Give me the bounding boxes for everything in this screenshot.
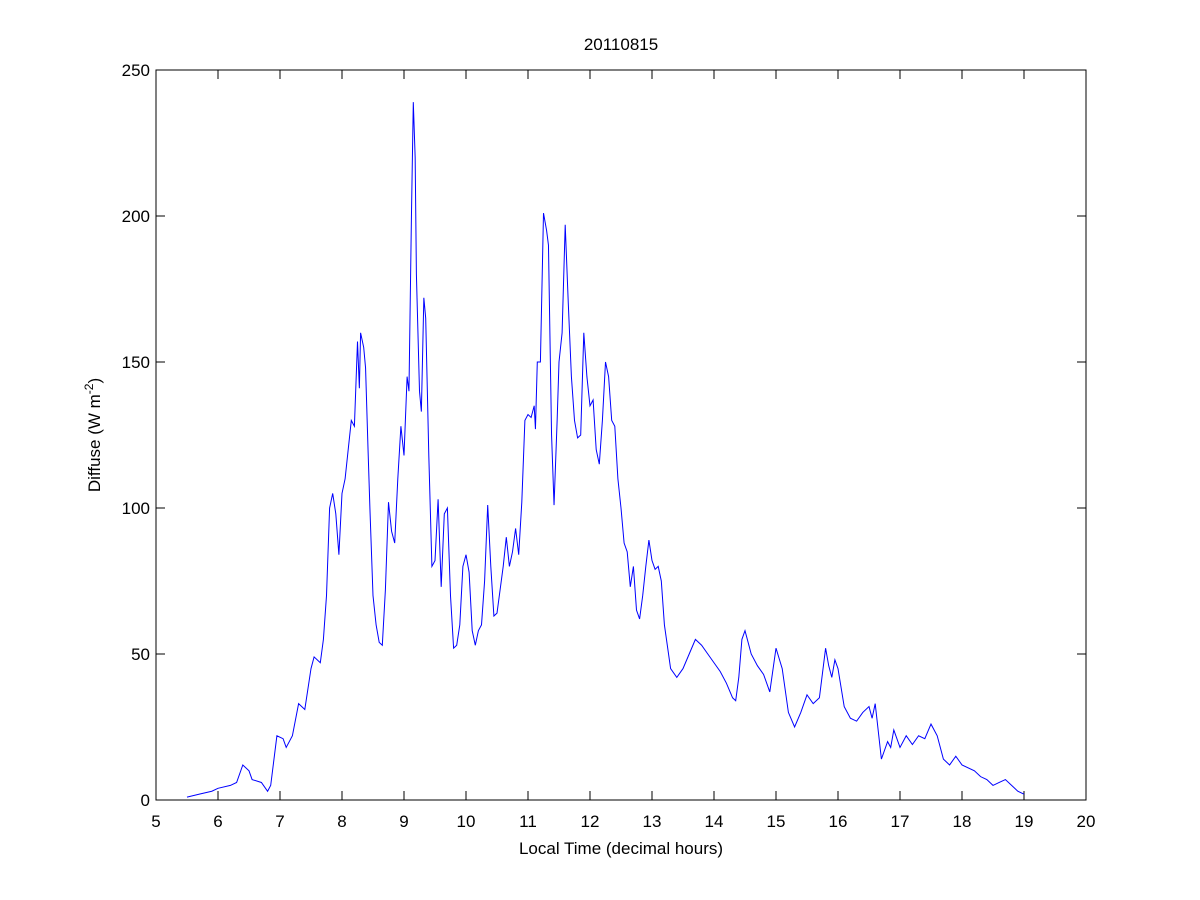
x-tick-label: 13 xyxy=(643,812,662,831)
y-label-end: ) xyxy=(85,378,104,384)
data-line xyxy=(186,102,1025,798)
y-tick-label: 150 xyxy=(122,353,150,372)
x-tick-label: 11 xyxy=(519,812,537,831)
x-tick-label: 14 xyxy=(705,812,724,831)
x-tick-label: 18 xyxy=(953,812,972,831)
x-tick-label: 6 xyxy=(213,812,222,831)
y-tick-label: 200 xyxy=(122,207,150,226)
axes-box xyxy=(155,69,1087,801)
x-tick-label: 10 xyxy=(457,812,476,831)
x-tick-label: 7 xyxy=(275,812,284,831)
x-tick-label: 16 xyxy=(829,812,848,831)
x-tick-label: 8 xyxy=(337,812,346,831)
x-tick-label: 17 xyxy=(891,812,910,831)
chart-title: 20110815 xyxy=(584,35,658,54)
x-tick-label: 19 xyxy=(1015,812,1034,831)
y-axis-label: Diffuse (W m-2) xyxy=(82,378,104,492)
y-tick-label: 250 xyxy=(122,61,150,80)
x-tick-label: 20 xyxy=(1077,812,1096,831)
y-tick-label: 0 xyxy=(141,791,150,810)
y-label-exponent: -2 xyxy=(82,383,96,394)
y-label-text: Diffuse (W m xyxy=(85,394,104,492)
x-tick-label: 15 xyxy=(767,812,786,831)
y-tick-label: 100 xyxy=(122,499,150,518)
x-tick-label: 5 xyxy=(151,812,160,831)
x-axis-label: Local Time (decimal hours) xyxy=(519,839,723,858)
y-tick-label: 50 xyxy=(131,645,150,664)
x-tick-label: 9 xyxy=(399,812,408,831)
x-tick-label: 12 xyxy=(581,812,600,831)
